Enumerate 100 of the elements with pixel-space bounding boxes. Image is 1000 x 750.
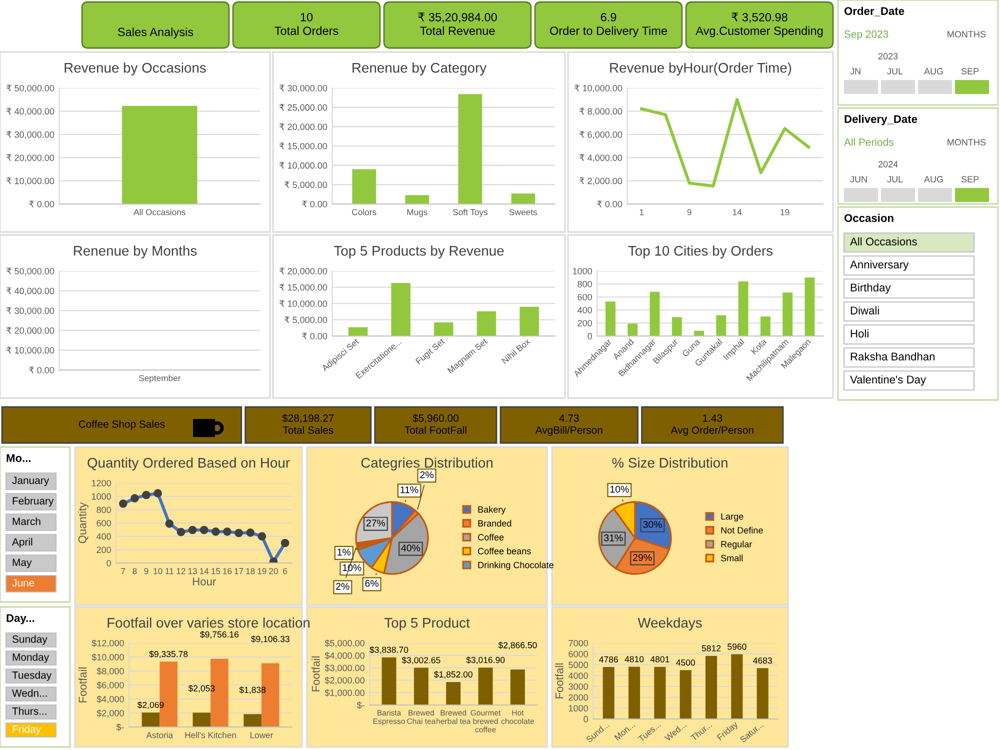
x-tick-label: 16 (223, 568, 232, 574)
data-label: $9,106.33 (251, 636, 290, 644)
x-tick-label: 1 (640, 209, 644, 216)
text: 10 Total Orders (274, 13, 338, 35)
y-tick-label: $6,000 (96, 682, 124, 690)
y-tick-label: ₹ 50,000.00 (6, 268, 54, 276)
x-tick-label: Lower (250, 732, 274, 738)
legend-label: Not Define (721, 526, 763, 534)
text: Occasion (844, 214, 894, 222)
data-label: $3,002.65 (402, 656, 440, 664)
data-label: 27% (366, 520, 386, 526)
y-tick-label: $2,000 (96, 710, 124, 718)
text: Sep 2023 (844, 30, 888, 40)
text: Holi (850, 329, 868, 338)
x-tick-label: 9 (144, 568, 148, 574)
text: $28,198.27 Total Sales (282, 414, 334, 434)
y-tick-label: $4,000 (96, 696, 124, 704)
y-tick-label: 1200 (92, 480, 111, 486)
y-tick-label: ₹ 50,000.00 (6, 84, 54, 92)
x-tick-label: 19 (258, 568, 266, 574)
x-tick-label: 13 (188, 568, 197, 574)
text: ₹ 3,520.98 Avg.Customer Spending (696, 12, 823, 38)
x-tick-label: Soft Toys (452, 208, 488, 217)
text: ₹ 35,20,984.00 Total Revenue (418, 12, 497, 35)
text: All Periods (844, 138, 894, 146)
data-label: 1% (338, 548, 351, 556)
chart-title: Categries Distribution (361, 458, 492, 470)
y-tick-label: ₹ 10,000.00 (6, 177, 54, 186)
text: 6.9 Order to Delivery Time (550, 13, 668, 38)
y-tick-label: ₹ 0.00 (29, 200, 54, 208)
chart-title: Renenue by Months (74, 246, 197, 258)
x-tick-label: Sweets (509, 209, 537, 216)
y-axis-title: Footfall (555, 664, 564, 698)
y-tick-label: ₹ 8,000.00 (580, 108, 622, 116)
y-tick-label: $12,000 (92, 640, 124, 648)
x-tick-label: 7 (121, 568, 126, 574)
y-axis-title: Footfail (78, 668, 87, 702)
text: All Occasions (850, 237, 917, 246)
text: MONTHS (948, 31, 986, 38)
y-tick-label: ₹ 0.00 (29, 366, 54, 374)
y-tick-label: 600 (96, 520, 111, 526)
text: February (12, 496, 54, 507)
y-tick-label: 0 (588, 332, 592, 340)
text: Valentine's Day (850, 375, 926, 386)
text: 1.43 Avg Order/Person (670, 414, 754, 436)
text: May (12, 558, 32, 568)
x-tick-label: Astoria (146, 732, 174, 738)
y-tick-label: ₹ 5,000.00 (284, 181, 328, 190)
y-tick-label: 0 (106, 560, 111, 566)
y-tick-label: ₹ 30,000.00 (279, 84, 328, 92)
x-tick-label: Thur... (690, 721, 712, 742)
x-tick-label: 6 (283, 568, 288, 574)
data-label: 4801 (650, 656, 670, 662)
data-label: $9,335.78 (149, 650, 188, 658)
data-label: 29% (633, 554, 652, 561)
legend-label: Branded (478, 520, 512, 527)
text: SEP (961, 68, 979, 74)
y-tick-label: $4,000.00 (324, 652, 364, 660)
text: AUG (924, 68, 943, 74)
x-tick-label: 19 (780, 209, 790, 216)
x-tick-label: 10 (154, 568, 162, 574)
y-tick-label: ₹ 10,000.00 (574, 84, 622, 92)
y-tick-label: 800 (578, 280, 592, 288)
y-tick-label: ₹ 20,000.00 (279, 123, 328, 132)
y-tick-label: ₹ 0.00 (302, 332, 328, 340)
data-label: 2% (336, 582, 350, 590)
x-axis-title: Hour (192, 578, 216, 586)
data-label: 4500 (676, 659, 695, 666)
x-tick-label: Hell's Kitchen (185, 732, 236, 738)
legend-label: Bakery (478, 506, 506, 514)
y-tick-label: $3,000.00 (324, 664, 364, 672)
text: Sales Analysis (118, 28, 194, 38)
data-label: 11% (400, 486, 418, 494)
y-tick-label: 200 (578, 320, 592, 326)
x-tick-label: 8 (132, 568, 137, 574)
x-tick-label: 17 (234, 568, 244, 574)
text: Coffee Shop Sales (78, 420, 165, 430)
text: JUN (850, 176, 867, 182)
text: April (12, 538, 32, 548)
y-tick-label: 4000 (568, 672, 588, 679)
data-label: $3,838.70 (370, 646, 408, 654)
y-tick-label: 2000 (568, 694, 588, 701)
text: JN (850, 68, 860, 74)
y-tick-label: ₹ 4,000.00 (580, 154, 622, 162)
text: Mo... (6, 454, 31, 462)
data-label: $2,866.50 (498, 642, 537, 650)
chart-title: Top 5 Products by Revenue (334, 246, 504, 258)
text: AUG (924, 176, 943, 182)
text: JUL (887, 68, 903, 74)
chart-title: Top 10 Cities by Orders (628, 246, 773, 258)
data-label: 5812 (702, 645, 721, 652)
y-tick-label: $8,000 (96, 668, 124, 676)
data-label: $9,756.16 (200, 630, 239, 639)
text: March (12, 517, 40, 526)
y-tick-label: 600 (578, 294, 592, 300)
legend-label: Coffee beans (478, 548, 531, 554)
y-tick-label: ₹ 5,000.00 (284, 316, 328, 324)
text: 2023 (878, 53, 898, 60)
y-tick-label: $5,000.00 (324, 640, 364, 648)
x-tick-label: 9 (687, 209, 692, 216)
